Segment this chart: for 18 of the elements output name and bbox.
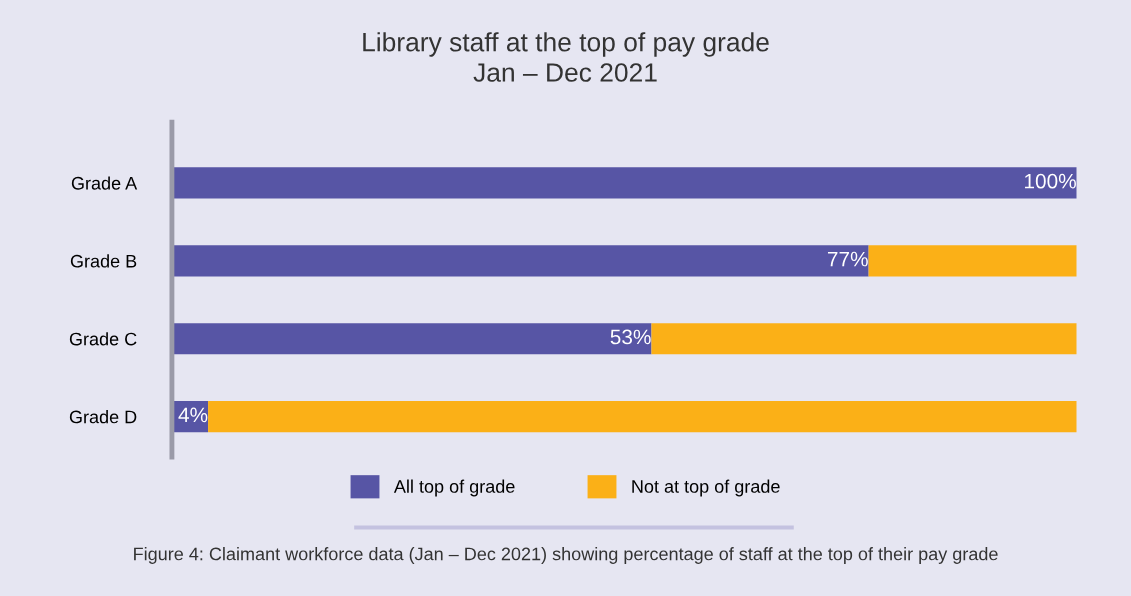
data-label: 100% — [1025, 173, 1076, 189]
bar — [651, 323, 1077, 355]
y-tick-label: Grade D — [69, 410, 137, 424]
caption: Figure 4: Claimant workforce data (Jan – Dec 2021) showing percentage of staff at the top of their pay grade — [134, 547, 998, 564]
bar — [171, 323, 652, 355]
data-label: 4% — [178, 407, 208, 423]
bar — [171, 167, 1077, 199]
y-tick-label: Grade B — [70, 254, 137, 268]
bar — [208, 401, 1077, 433]
data-label: 53% — [610, 329, 651, 345]
chart-title: Library staff at the top of pay grade Jan – Dec 2021 — [363, 32, 769, 82]
y-tick-label: Grade C — [69, 332, 137, 346]
bar — [868, 245, 1077, 277]
y-tick-label: Grade A — [71, 176, 138, 190]
legend-label: All top of grade — [393, 479, 515, 497]
data-label: 77% — [827, 251, 868, 267]
bar — [171, 245, 869, 277]
legend-label: Not at top of grade — [632, 479, 780, 497]
